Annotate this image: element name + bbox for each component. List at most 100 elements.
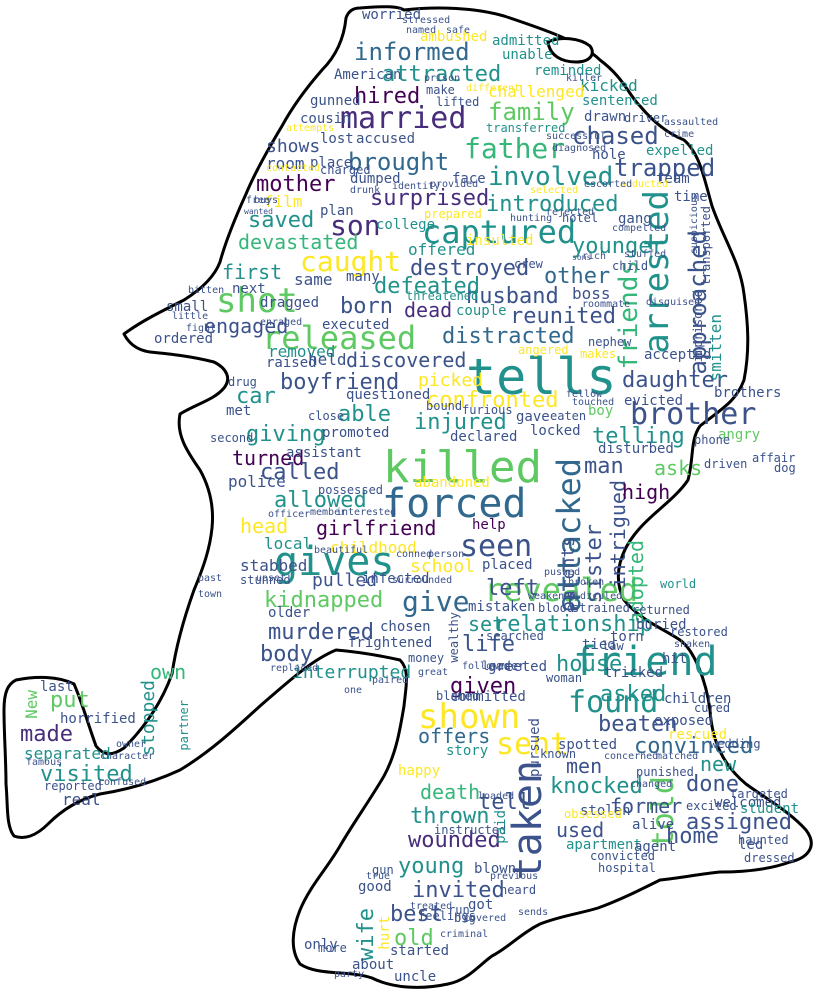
- word-stolen: stolen: [580, 803, 631, 819]
- word-welcomed: welcomed: [714, 795, 782, 811]
- word-room: room: [266, 154, 305, 173]
- word-disguised: disguised: [646, 297, 701, 308]
- word-informed: informed: [354, 38, 470, 66]
- word-matched: matched: [656, 751, 699, 762]
- word-prepared: prepared: [424, 207, 482, 221]
- word-father: father: [464, 132, 566, 165]
- word-bitten: bitten: [188, 285, 225, 296]
- word-safe: safe: [446, 25, 471, 36]
- word-same: same: [294, 270, 333, 289]
- word-reminded: reminded: [534, 63, 602, 79]
- word-executed: executed: [322, 317, 390, 333]
- word-sentenced: sentenced: [582, 93, 658, 109]
- word-face: face: [452, 171, 486, 187]
- word-searched: searched: [486, 629, 544, 643]
- word-given: given: [450, 674, 517, 699]
- word-rich: rich: [582, 251, 607, 262]
- word-threatened: threatened: [406, 289, 479, 303]
- word-drawn: drawn: [584, 109, 627, 125]
- word-home: home: [666, 824, 719, 849]
- word-best: best: [390, 902, 443, 927]
- word-hunting: hunting: [510, 213, 553, 224]
- word-little: little: [172, 311, 209, 322]
- word-buried: buried: [636, 617, 687, 633]
- word-real: real: [62, 790, 101, 809]
- word-driver: driver: [624, 111, 668, 125]
- word-strained: strained: [572, 601, 630, 615]
- word-owner: owner: [116, 739, 147, 750]
- word-crime: crime: [664, 129, 695, 140]
- word-New: New: [22, 690, 41, 719]
- word-frightened: frightened: [348, 635, 433, 651]
- word-relationship: relationship: [494, 612, 653, 637]
- word-ridiculed: ridiculed: [568, 591, 623, 602]
- word-excited: excited: [686, 799, 737, 813]
- word-boyfriend: boyfriend: [280, 370, 400, 395]
- word-daughter: daughter: [622, 368, 728, 393]
- word-own: own: [150, 660, 187, 684]
- word-stuffed: stuffed: [624, 249, 667, 260]
- word-torn: torn: [610, 629, 644, 645]
- word-roommate: roommate: [582, 299, 631, 310]
- word-hurt: hurt: [377, 916, 393, 950]
- word-one: one: [344, 685, 363, 696]
- word-pulled: pulled: [312, 570, 378, 591]
- word-cured: cured: [694, 701, 731, 715]
- word-greeted: greeted: [488, 659, 548, 675]
- word-killer: killer: [566, 73, 603, 84]
- word-good: good: [358, 879, 392, 895]
- word-horrified: horrified: [60, 711, 136, 727]
- word-tied: tied: [582, 637, 616, 653]
- word-fight: fight: [186, 323, 217, 334]
- word-dumped: dumped: [350, 171, 401, 187]
- word-gives: gives: [274, 539, 395, 585]
- word-engaged: engaged: [204, 314, 289, 338]
- word-exposed: exposed: [654, 713, 714, 729]
- word-raised: raised: [266, 355, 317, 371]
- word-story: story: [446, 743, 489, 759]
- word-dog: dog: [774, 461, 796, 475]
- word-targeted: targeted: [730, 787, 788, 801]
- word-ordered: ordered: [154, 331, 214, 347]
- word-officer: officer: [268, 509, 311, 520]
- word-treated: treated: [410, 901, 453, 912]
- word-younger: younger: [572, 234, 665, 259]
- word-dressed: dressed: [744, 851, 795, 865]
- word-telling: telling: [592, 424, 685, 449]
- word-shot: shot: [216, 281, 298, 321]
- word-interrupted: interrupted: [292, 662, 412, 683]
- word-blood: blood: [538, 601, 575, 615]
- word-buys: buys: [254, 195, 279, 206]
- word-rescued: rescued: [668, 727, 728, 743]
- word-insulted: insulted: [466, 233, 534, 249]
- word-paired: paired: [372, 675, 409, 686]
- word-gang: gang: [618, 211, 652, 227]
- word-thrown: thrown: [410, 804, 490, 829]
- word-identity: identity: [392, 181, 441, 192]
- word-involved: involved: [488, 162, 614, 192]
- word-angered: angered: [518, 343, 569, 357]
- hat-bow-outline: [546, 37, 594, 64]
- word-alive: alive: [632, 817, 675, 833]
- word-feelings: feelings: [418, 909, 476, 923]
- word-done: done: [686, 772, 739, 797]
- word-changed: changed: [630, 779, 673, 790]
- word-introduced: introduced: [486, 192, 619, 217]
- word-criminal: criminal: [440, 929, 489, 940]
- word-brother: brother: [630, 397, 757, 432]
- word-compelled: compelled: [612, 223, 667, 234]
- word-eaten: eaten: [550, 409, 587, 423]
- word-born: born: [340, 294, 393, 319]
- word-previous: previous: [490, 871, 539, 882]
- word-beautiful: beautiful: [314, 545, 369, 556]
- word-stabbed: stabbed: [240, 556, 308, 575]
- word-invited: invited: [412, 878, 505, 903]
- word-mistaken: mistaken: [468, 599, 536, 615]
- word-shaken: shaken: [674, 639, 711, 650]
- word-lost: lost: [320, 131, 354, 147]
- word-visited: visited: [40, 762, 133, 787]
- word-about: about: [352, 957, 395, 973]
- word-kicked: kicked: [580, 76, 638, 95]
- word-uncle: uncle: [394, 969, 437, 985]
